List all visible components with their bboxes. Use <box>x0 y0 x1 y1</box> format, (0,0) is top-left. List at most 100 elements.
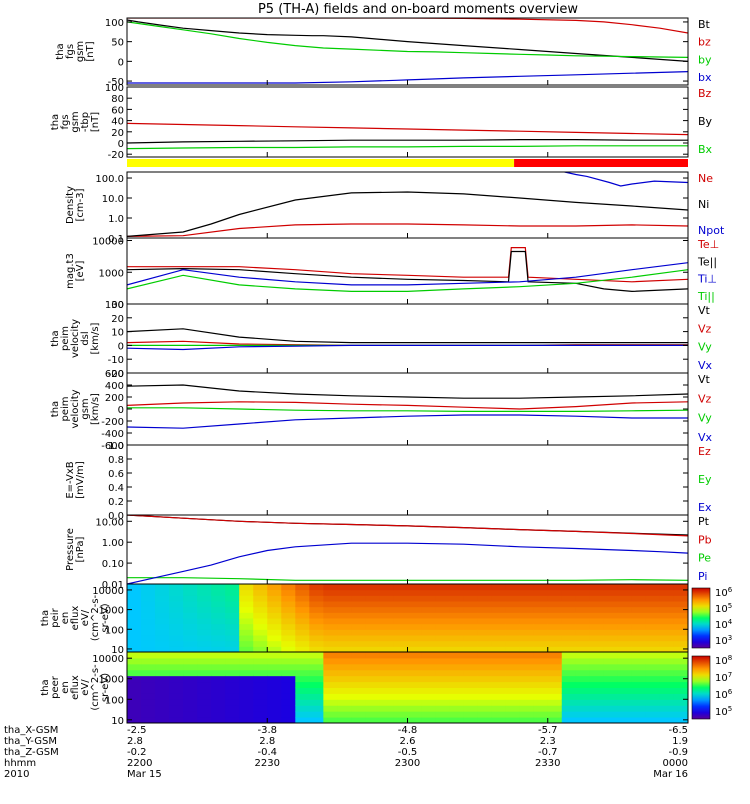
spectrogram-cell <box>561 652 577 659</box>
spectrogram-cell <box>659 595 675 602</box>
spectrogram-cell <box>295 601 310 608</box>
spectrogram-cell <box>337 657 352 665</box>
y-tick-label: 30 <box>111 300 124 311</box>
spectrogram-cell <box>603 623 619 630</box>
spectrogram-cell <box>617 589 633 596</box>
spectrogram-cell <box>379 699 394 706</box>
spectrogram-cell <box>211 635 226 642</box>
spectrogram-cell <box>337 687 352 694</box>
spectrogram-cell <box>449 623 465 630</box>
spectrogram-cell <box>211 601 226 608</box>
spectrogram-cell <box>491 629 507 636</box>
spectrogram-cell <box>407 584 423 591</box>
spectrogram-cell <box>617 640 633 647</box>
spectrogram-cell <box>477 595 493 602</box>
spectrogram-cell <box>169 635 184 642</box>
spectrogram-cell <box>267 646 282 652</box>
spectrogram-cell <box>673 640 688 647</box>
spectrogram-cell <box>197 595 212 602</box>
spectrogram-cell <box>267 669 282 677</box>
series-line-te⊥ <box>127 247 688 283</box>
spectrogram-cell <box>295 623 310 630</box>
spectrogram-cell <box>519 669 535 677</box>
legend-bx: Bx <box>698 143 713 156</box>
spectrogram-cell <box>435 657 451 665</box>
legend-pe: Pe <box>698 552 711 565</box>
spectrogram-cell <box>253 717 268 723</box>
spectrogram-cell <box>169 699 184 706</box>
spectrogram-cell <box>547 717 563 723</box>
colorbar-tick-exponent: 8 <box>728 654 732 662</box>
spectrogram-cell <box>323 623 338 630</box>
spectrogram-cell <box>211 652 226 659</box>
spectrogram-cell <box>127 635 142 642</box>
spectrogram-cell <box>505 623 521 630</box>
spectrogram-cell <box>505 640 521 647</box>
spectrogram-cell <box>127 612 142 619</box>
spectrogram-cell <box>449 693 465 700</box>
spectrogram-cell <box>533 711 549 718</box>
spectrogram-cell <box>295 681 310 688</box>
spectrogram-cell <box>449 717 465 723</box>
spectrogram-cell <box>393 687 408 694</box>
spectrogram-cell <box>183 589 198 596</box>
spectrogram-cell <box>225 629 240 636</box>
spectrogram-cell <box>211 606 226 613</box>
spectrogram-cell <box>183 693 198 700</box>
spectrogram-cell <box>505 618 521 625</box>
spectrogram-cell <box>155 705 170 712</box>
series-line-bx <box>127 145 688 150</box>
spectrogram-cell <box>351 595 366 602</box>
panel-e-field: 0.0 0.2 0.4 0.6 0.8 1.0 E=-VxB [mV/m] Ez Ey Ex <box>65 441 712 522</box>
spectrogram-cell <box>547 623 563 630</box>
y-tick-label: 200 <box>105 393 124 404</box>
spectrogram-cell <box>407 705 423 712</box>
spectrogram-cell <box>365 657 380 665</box>
spectrogram-cell <box>491 699 507 706</box>
spectrogram-cell <box>561 646 577 652</box>
colorbar-tick-label: 108 <box>715 654 732 667</box>
spectrogram-cell <box>295 618 310 625</box>
x-axis-row-label: tha_X-GSM <box>4 725 58 736</box>
spectrogram-cell <box>435 601 451 608</box>
spectrogram-cell <box>141 699 156 706</box>
spectrogram-cell <box>505 635 521 642</box>
spectrogram-cell <box>631 675 647 683</box>
spectrogram-cell <box>253 705 268 712</box>
spectrogram-cell <box>673 687 688 694</box>
spectrogram-cell <box>421 681 437 688</box>
spectrogram-cell <box>659 612 675 619</box>
spectrogram-cell <box>561 657 577 665</box>
spectrogram-cell <box>617 669 633 677</box>
spectrogram-cell <box>435 635 451 642</box>
spectrogram-cell <box>351 669 366 677</box>
spectrogram-cell <box>659 629 675 636</box>
series-line-bx <box>127 71 688 84</box>
spectrogram-cell <box>617 618 633 625</box>
spectrogram-cell <box>631 687 647 694</box>
spectrogram-cell <box>393 618 408 625</box>
spectrogram-cell <box>393 595 408 602</box>
spectrogram-cell <box>603 646 619 652</box>
spectrogram-cell <box>141 612 156 619</box>
y-tick-label: 1000 <box>99 675 124 686</box>
spectrogram-cell <box>309 705 324 712</box>
spectrogram-cell <box>281 612 296 619</box>
spectrogram-cell <box>253 681 268 688</box>
spectrogram-cell <box>421 705 437 712</box>
spectrogram-cell <box>631 612 647 619</box>
legend-bz: Bz <box>698 87 712 100</box>
spectrogram-cell <box>309 629 324 636</box>
spectrogram-cell <box>575 711 591 718</box>
spectrogram-cell <box>575 623 591 630</box>
x-tick-label: -3.8 <box>257 725 277 736</box>
y-axis-label: sr-eV) <box>100 603 111 632</box>
spectrogram-cell <box>435 675 451 683</box>
spectrogram-cell <box>155 635 170 642</box>
spectrogram-cell <box>449 601 465 608</box>
spectrogram-cell <box>309 687 324 694</box>
spectrogram-cell <box>505 681 521 688</box>
spectrogram-cell <box>337 717 352 723</box>
spectrogram-cell <box>127 606 142 613</box>
spectrogram-cell <box>351 606 366 613</box>
